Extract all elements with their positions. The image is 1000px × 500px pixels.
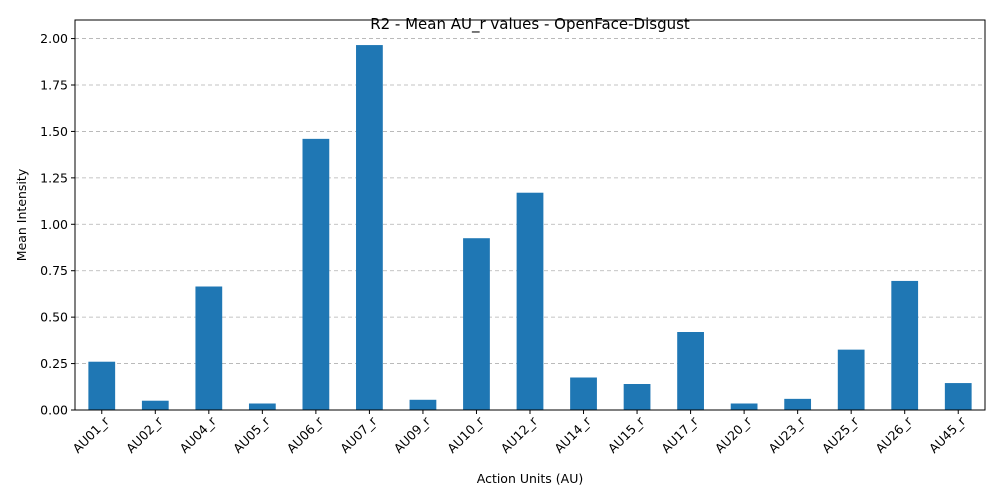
bar-au14-r bbox=[570, 377, 597, 410]
x-tick-label: AU45_r bbox=[926, 413, 969, 456]
x-tick-label: AU14_r bbox=[551, 413, 594, 456]
bar-au07-r bbox=[356, 45, 383, 410]
x-tick-label: AU17_r bbox=[658, 413, 701, 456]
y-axis-label: Mean Intensity bbox=[14, 168, 29, 261]
y-tick-label: 0.25 bbox=[40, 356, 68, 371]
bar-au01-r bbox=[88, 361, 116, 410]
y-axis-ticks: 0.00 0.25 0.50 0.75 1.00 1.25 1.50 1.75 2.00 bbox=[40, 31, 75, 418]
y-tick-label: 0.50 bbox=[40, 310, 68, 325]
x-tick-label: AU10_r bbox=[444, 413, 487, 456]
bar-au12-r bbox=[516, 192, 544, 410]
x-tick-label: AU15_r bbox=[605, 413, 648, 456]
x-axis-ticks: AU01_r AU02_r AU04_r AU05_r AU06_r AU07_r AU09… bbox=[69, 410, 969, 456]
bar-au23-r bbox=[784, 398, 812, 410]
bars bbox=[88, 45, 972, 410]
chart-title: R2 - Mean AU_r values - OpenFace-Disgust bbox=[370, 15, 690, 34]
bar-au02-r bbox=[141, 400, 169, 410]
y-tick-label: 0.00 bbox=[40, 403, 68, 418]
y-tick-label: 1.75 bbox=[40, 78, 68, 93]
bar-au15-r bbox=[623, 384, 651, 410]
x-tick-label: AU06_r bbox=[284, 413, 327, 456]
y-tick-label: 2.00 bbox=[40, 31, 68, 46]
x-tick-label: AU09_r bbox=[391, 413, 434, 456]
x-tick-label: AU12_r bbox=[498, 413, 541, 456]
bar-au10-r bbox=[463, 238, 490, 410]
bar-au05-r bbox=[248, 403, 276, 410]
x-tick-label: AU20_r bbox=[712, 413, 755, 456]
bar-au06-r bbox=[302, 138, 330, 410]
bar-au26-r bbox=[891, 280, 919, 410]
x-tick-label: AU07_r bbox=[337, 413, 380, 456]
x-tick-label: AU25_r bbox=[819, 413, 862, 456]
bar-au09-r bbox=[409, 399, 437, 410]
bar-au25-r bbox=[837, 349, 865, 410]
y-tick-label: 1.00 bbox=[40, 217, 68, 232]
x-axis-label: Action Units (AU) bbox=[477, 471, 584, 486]
bar-au17-r bbox=[677, 332, 704, 410]
x-tick-label: AU23_r bbox=[765, 413, 808, 456]
bar-au04-r bbox=[195, 286, 223, 410]
bar-au20-r bbox=[730, 403, 758, 410]
x-tick-label: AU02_r bbox=[123, 413, 166, 456]
bar-au45-r bbox=[944, 383, 972, 410]
x-tick-label: AU05_r bbox=[230, 413, 273, 456]
y-tick-label: 1.25 bbox=[40, 170, 68, 185]
x-tick-label: AU01_r bbox=[69, 413, 112, 456]
x-tick-label: AU04_r bbox=[177, 413, 220, 456]
x-tick-label: AU26_r bbox=[872, 413, 915, 456]
y-tick-label: 0.75 bbox=[40, 263, 68, 278]
y-tick-label: 1.50 bbox=[40, 124, 68, 139]
